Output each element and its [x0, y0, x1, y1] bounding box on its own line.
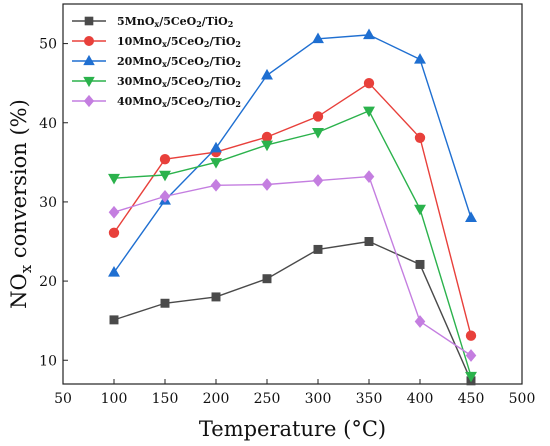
- data-point: [160, 298, 170, 308]
- axes: 50 100 150 200 250 300 350 400 450 500 10 20 30 40 50: [39, 3, 536, 407]
- x-tick-label: 50: [54, 391, 72, 407]
- legend-marker: [84, 16, 94, 26]
- data-point: [414, 315, 426, 328]
- legend-marker: [84, 36, 95, 47]
- data-point: [261, 68, 273, 80]
- legend-entry: 10MnOx/5CeO2/TiO2: [72, 35, 241, 49]
- data-point: [261, 140, 273, 152]
- data-point: [210, 141, 222, 153]
- legend-entry: 20MnOx/5CeO2/TiO2: [72, 54, 241, 69]
- data-point: [414, 53, 426, 64]
- x-tick-label: 150: [152, 391, 179, 407]
- data-point: [262, 274, 272, 284]
- legend: 5MnOx/5CeO2/TiO2 10MnOx/5CeO2/TiO2 20MnOx/…: [72, 15, 241, 109]
- legend-marker: [83, 76, 95, 88]
- series-4: [108, 106, 477, 383]
- series-line: [113, 175, 472, 357]
- series-3: [108, 28, 477, 277]
- legend-marker: [83, 54, 95, 66]
- data-point: [210, 158, 222, 169]
- y-axis-title-rest: conversion (%): [7, 99, 31, 265]
- data-point: [211, 292, 221, 302]
- y-axis-title-sub: x: [17, 264, 35, 273]
- data-point: [465, 211, 477, 222]
- data-point: [108, 205, 120, 219]
- data-point: [363, 170, 375, 183]
- legend-label: 10MnOx/5CeO2/TiO2: [117, 35, 241, 49]
- x-tick-label: 250: [254, 391, 281, 407]
- x-tick-label: 200: [203, 391, 230, 407]
- data-point: [210, 178, 222, 192]
- data-point: [109, 315, 119, 325]
- data-point: [159, 153, 171, 165]
- series-1: [109, 237, 476, 386]
- legend-marker: [83, 94, 95, 108]
- series-line: [113, 34, 472, 273]
- series-line: [113, 240, 472, 382]
- data-point: [108, 266, 120, 277]
- data-point: [312, 174, 324, 187]
- data-point: [364, 237, 374, 246]
- data-point: [363, 28, 375, 40]
- data-point: [261, 178, 273, 191]
- data-point: [363, 106, 375, 118]
- series-line: [113, 82, 472, 336]
- x-axis-title: Temperature (°C): [199, 417, 386, 441]
- data-point: [414, 132, 426, 143]
- x-tick-label: 100: [101, 391, 128, 407]
- data-point: [312, 32, 324, 44]
- data-point: [313, 244, 323, 254]
- data-point: [465, 330, 477, 341]
- data-point: [108, 227, 120, 238]
- data-point: [312, 128, 324, 139]
- y-tick-label: 30: [39, 195, 57, 211]
- series-5: [108, 170, 477, 362]
- data-point: [465, 371, 477, 383]
- y-axis-title-main: NO: [7, 273, 31, 309]
- legend-label: 40MnOx/5CeO2/TiO2: [117, 95, 241, 109]
- legend-label: 20MnOx/5CeO2/TiO2: [117, 55, 241, 69]
- data-point: [415, 259, 425, 269]
- data-point: [159, 189, 171, 203]
- plot-frame: [62, 3, 523, 385]
- x-tick-label: 300: [305, 391, 332, 407]
- data-point: [312, 111, 324, 122]
- y-axis-title: NOx conversion (%): [7, 99, 35, 309]
- data-point: [363, 77, 375, 89]
- y-tick-label: 20: [39, 274, 57, 290]
- series-line: [113, 109, 472, 377]
- data-point: [261, 131, 273, 143]
- series-layer: [108, 28, 477, 386]
- x-tick-label: 400: [407, 391, 434, 407]
- x-tick-label: 450: [458, 391, 485, 407]
- legend-entry: 5MnOx/5CeO2/TiO2: [72, 15, 233, 29]
- legend-entry: 40MnOx/5CeO2/TiO2: [72, 94, 241, 109]
- data-point: [465, 349, 477, 362]
- data-point: [414, 204, 426, 216]
- legend-label: 30MnOx/5CeO2/TiO2: [117, 75, 241, 89]
- y-tick-label: 10: [39, 353, 57, 369]
- data-point: [108, 173, 120, 185]
- y-tick-label: 50: [39, 37, 57, 53]
- data-point: [159, 170, 171, 182]
- legend-label: 5MnOx/5CeO2/TiO2: [117, 15, 233, 29]
- legend-entry: 30MnOx/5CeO2/TiO2: [72, 75, 241, 89]
- y-tick-label: 40: [39, 116, 57, 132]
- x-tick-label: 350: [356, 391, 383, 407]
- x-tick-label: 500: [509, 391, 536, 407]
